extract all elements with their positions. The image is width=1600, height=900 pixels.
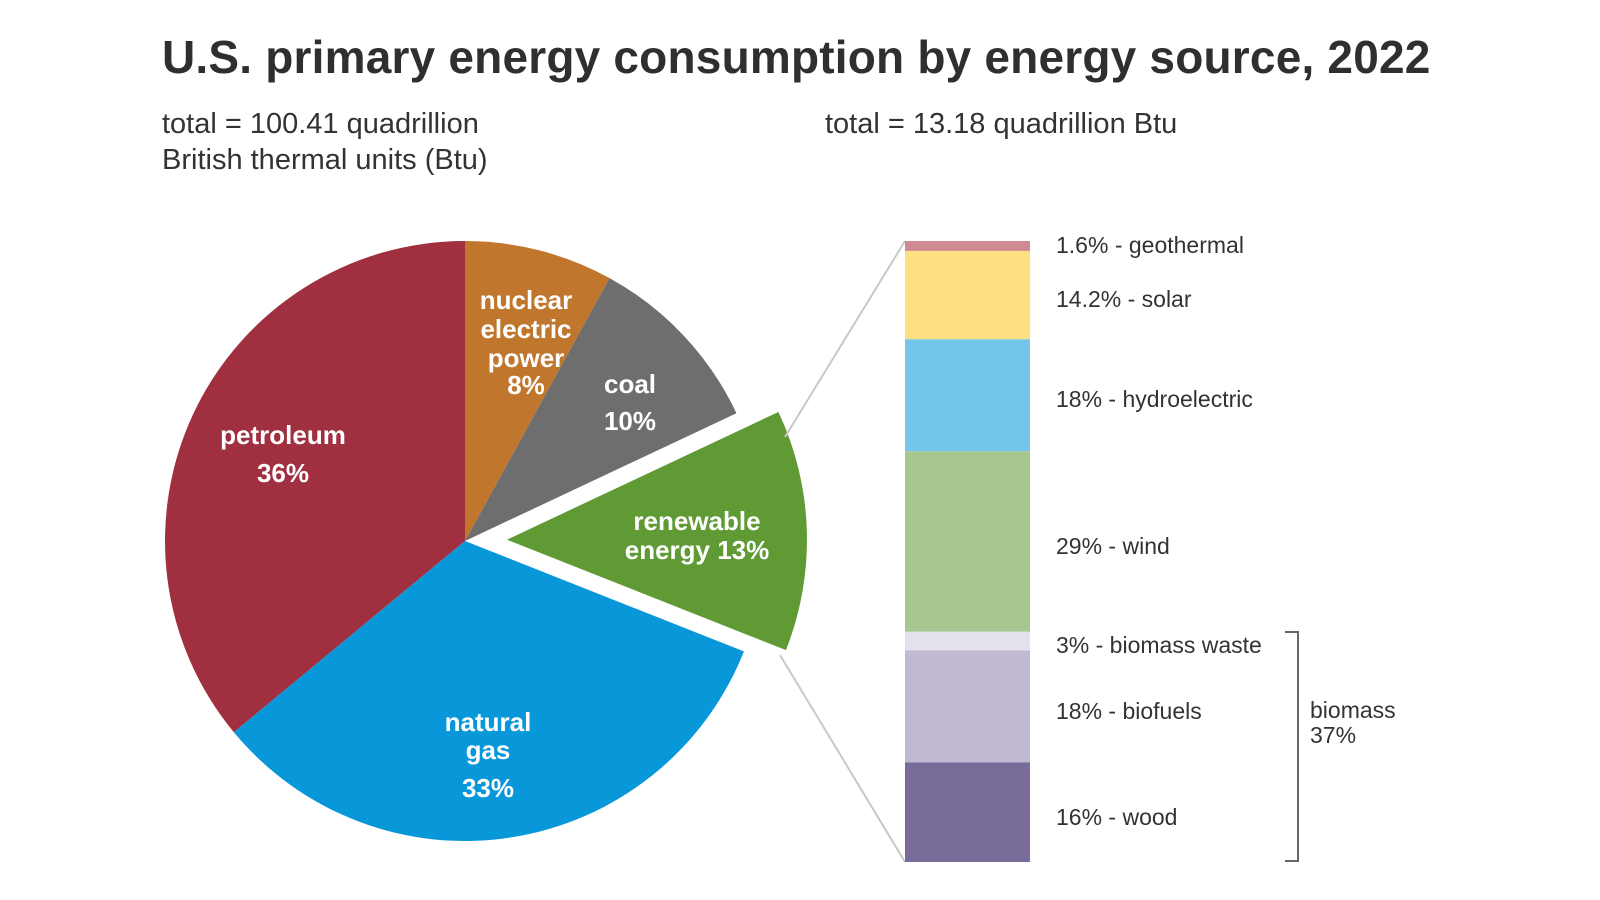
pie-total-subtitle: total = 100.41 quadrillion British therm…	[162, 106, 488, 178]
pie-total-line1: total = 100.41 quadrillion	[162, 108, 479, 140]
bar-label-wind: 29% - wind	[1056, 533, 1170, 559]
pie-slice-coal	[465, 278, 737, 541]
connector-lines	[779, 240, 906, 863]
connector-line-top	[784, 240, 906, 438]
pie-slice-natural-gas	[233, 541, 744, 841]
bar-segment-wind	[905, 451, 1030, 632]
bar-segment-biofuels	[905, 650, 1030, 763]
bar-label-hydroelectric: 18% - hydroelectric	[1056, 386, 1253, 412]
bar-segment-biomass-waste	[905, 631, 1030, 651]
bar-label-biofuels: 18% - biofuels	[1056, 698, 1202, 724]
pie-label-text: natural	[445, 707, 532, 737]
biomass-group-pct: 37%	[1310, 722, 1356, 748]
chart-title: U.S. primary energy consumption by energ…	[162, 31, 1431, 83]
pie-pct-label: 33%	[462, 773, 514, 803]
pie-label-petroleum: petroleum 36%	[220, 420, 346, 488]
bar-total-subtitle: total = 13.18 quadrillion Btu	[825, 108, 1178, 140]
bar-label-biomass-waste: 3% - biomass waste	[1056, 632, 1262, 658]
bar-label-solar: 14.2% - solar	[1056, 286, 1192, 312]
pie-pct-label: 8%	[507, 370, 545, 400]
bar-label-geothermal: 1.6% - geothermal	[1056, 232, 1244, 258]
bar-segment-solar	[905, 250, 1030, 340]
pie-label-text: nuclear	[480, 285, 573, 315]
pie-label-coal: coal 10%	[604, 369, 656, 436]
pie-label-text: gas	[466, 735, 511, 765]
pie-label-text: power	[488, 343, 565, 373]
pie-pct-label: 10%	[604, 406, 656, 436]
biomass-group-label: biomass	[1310, 697, 1396, 723]
pie-pct-label: 36%	[257, 458, 309, 488]
bar-segment-hydroelectric	[905, 339, 1030, 452]
pie-slice-nuclear-electric-power	[465, 241, 610, 541]
pie-slice-petroleum	[165, 240, 466, 733]
pie-label-text: energy 13%	[625, 535, 770, 565]
bar-segment-geothermal	[905, 241, 1030, 251]
bar-segment-wood	[905, 762, 1030, 862]
bar-label-wood: 16% - wood	[1056, 804, 1177, 830]
pie-label-text: renewable	[633, 506, 760, 536]
stacked-bar-chart	[905, 241, 1030, 862]
pie-label-text: petroleum	[220, 420, 346, 450]
pie-slice-renewable-energy	[506, 411, 807, 651]
pie-label-text: coal	[604, 369, 656, 399]
connector-line-bottom	[779, 654, 906, 863]
bracket-line	[1285, 631, 1299, 862]
pie-label-text: electric	[480, 314, 571, 344]
pie-total-line2: British thermal units (Btu)	[162, 144, 488, 176]
pie-chart	[165, 240, 807, 841]
